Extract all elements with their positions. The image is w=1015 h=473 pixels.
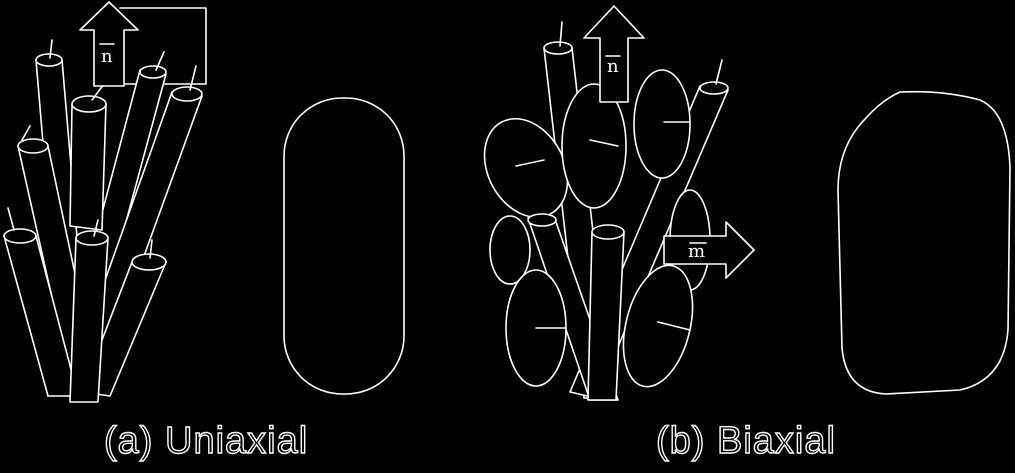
uniaxial-rod	[81, 239, 167, 397]
secondary-director-label: m	[688, 241, 705, 262]
uniaxial-rod	[69, 83, 107, 231]
biaxial-rod	[587, 224, 625, 401]
uniaxial-panel: n	[3, 1, 405, 403]
director-arrow: n	[583, 5, 645, 103]
biaxial-disc	[633, 69, 691, 179]
secondary-director-arrow: m	[663, 221, 755, 279]
uniaxial-rod	[69, 219, 109, 403]
biaxial-disc	[561, 83, 627, 209]
biaxial-shape	[837, 90, 1011, 395]
director-arrow: n	[79, 1, 139, 87]
biaxial-disc	[483, 117, 569, 219]
uniaxial-shape	[283, 97, 405, 395]
biaxial-disc	[622, 264, 694, 388]
biaxial-disc	[505, 269, 567, 387]
biaxial-panel: n m	[483, 5, 1011, 401]
biaxial-disc	[489, 215, 531, 285]
director-label: n	[101, 46, 113, 67]
director-label: n	[607, 56, 619, 77]
uniaxial-caption: (a) Uniaxial	[103, 419, 309, 462]
biaxial-caption: (b) Biaxial	[655, 419, 836, 462]
